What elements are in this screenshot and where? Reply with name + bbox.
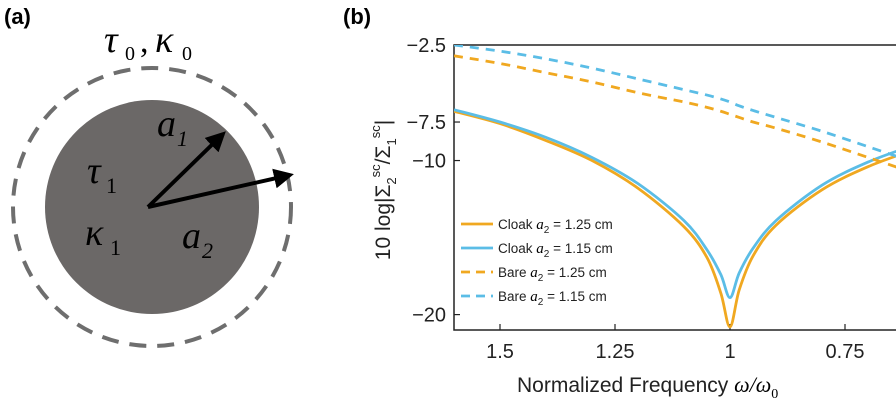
scattering-plot: 1.5 1.25 1 0.75 −2.5 −7.5 −10 −20 Cloak a2 = 1… [407,35,896,363]
x-tick-label: 1 [724,341,735,363]
x-tick-label: 1.25 [596,341,635,363]
y-axis-label-suffix: | [372,120,395,125]
cloak-shell-dashed-circle [11,66,293,348]
comma-separator: , [140,23,149,60]
y-tick-label: −20 [412,305,446,327]
y-ticks: −2.5 −7.5 −10 −20 [407,35,460,327]
y-axis-label: 10 log|Σ2sc/Σ1sc| [368,120,399,260]
x-axis-omega-sub: 0 [771,387,778,402]
a2-subscript: 2 [202,238,213,263]
kappa1-symbol: κ [85,212,104,254]
legend-entry-1: Cloak a2 = 1.25 cm [498,217,613,236]
y-axis-sup1: sc [368,164,383,178]
a2-symbol: a [182,215,201,257]
tau1-subscript: 1 [106,173,117,198]
legend-entry-2: Cloak a2 = 1.15 cm [498,241,613,260]
outer-medium-label: τ 0 , κ 0 [104,19,192,65]
tau0-symbol: τ [104,19,119,61]
svg-text:10 log|Σ2sc/Σ1sc|: 10 log|Σ2sc/Σ1sc| [368,120,399,260]
legend-entry-4: Bare a2 = 1.15 cm [498,289,607,308]
legend: Cloak a2 = 1.25 cm Cloak a2 = 1.15 cm Bare… [461,217,613,308]
tau0-subscript: 0 [125,43,135,65]
y-tick-label: −7.5 [407,112,446,134]
series-line-3 [454,54,896,169]
plot-axes-box [453,44,896,331]
y-axis-label-prefix: 10 log|Σ [372,185,395,261]
kappa0-symbol: κ [155,19,174,61]
a1-symbol: a [157,103,176,145]
series-line-2 [454,108,896,300]
legend-entry-3: Bare a2 = 1.25 cm [498,265,607,284]
panel-b-label: (b) [343,4,371,29]
y-axis-sub1: 2 [384,177,399,184]
core-properties-label: τ 1 κ 1 [85,150,121,260]
kappa0-subscript: 0 [182,43,192,65]
radius-a2-arrow [147,168,294,209]
tau1-symbol: τ [87,150,102,192]
y-tick-label: −2.5 [407,35,446,57]
x-axis-label: Normalized Frequency ω/ω0 [517,372,778,402]
panel-a-label: (a) [4,4,31,29]
radius-a2-label: a 2 [182,215,213,263]
radius-a1-arrow [146,131,226,209]
a1-subscript: 1 [177,126,188,151]
y-tick-label: −10 [412,151,446,173]
x-tick-label: 0.75 [826,341,865,363]
x-axis-omega: ω/ω [734,372,771,397]
y-axis-sup2: sc [368,125,383,139]
y-axis-label-mid: /Σ [372,145,395,164]
kappa1-subscript: 1 [110,235,121,260]
x-ticks: 1.5 1.25 1 0.75 [486,324,864,363]
x-tick-label: 1.5 [486,341,514,363]
series-line-4 [454,45,896,158]
series-line-1 [454,109,896,329]
x-axis-label-text: Normalized Frequency [517,374,734,397]
series-layer [454,45,896,329]
radius-a1-label: a 1 [157,103,188,151]
y-axis-sub2: 1 [384,138,399,145]
